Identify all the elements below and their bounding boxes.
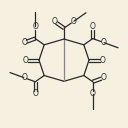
Text: O: O <box>21 38 27 47</box>
Text: O: O <box>90 22 96 31</box>
Text: O: O <box>101 73 107 82</box>
Text: O: O <box>51 17 57 26</box>
Text: O: O <box>32 22 38 31</box>
Text: O: O <box>21 73 27 82</box>
Text: O: O <box>90 89 96 98</box>
Text: O: O <box>71 17 77 26</box>
Text: O: O <box>101 38 107 47</box>
Text: O: O <box>99 56 105 65</box>
Text: O: O <box>23 56 29 65</box>
Text: O: O <box>32 89 38 98</box>
